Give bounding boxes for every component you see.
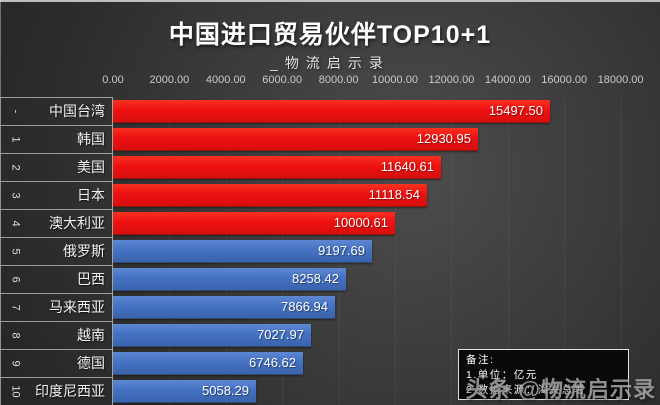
bar: 5058.29	[113, 379, 256, 403]
gridline	[620, 97, 622, 405]
rank-label: -	[10, 109, 22, 114]
country-label: 澳大利亚	[49, 215, 105, 231]
bar: 6746.62	[113, 351, 303, 375]
bar-value-label: 12930.95	[416, 131, 471, 146]
note-line-source: 2.数据来源：海关总署	[466, 384, 586, 397]
bar-value-label: 5058.29	[202, 383, 249, 398]
watermark-handle: @物流启示录	[518, 377, 656, 402]
category-label-cell: 7 马来西亚	[0, 293, 113, 321]
x-axis-tick: 8000.00	[318, 74, 359, 86]
x-axis-tick: 14000.00	[484, 74, 531, 86]
bar: 7027.97	[113, 323, 311, 347]
country-label: 美国	[77, 159, 105, 175]
note-box: 备注: 1.单位：亿元 2.数据来源：海关总署	[458, 349, 629, 400]
bar: 11118.54	[113, 183, 427, 207]
chart-title: 中国进口贸易伙伴TOP10+1	[168, 21, 492, 49]
x-axis-tick: 12000.00	[428, 74, 475, 86]
x-axis: 0.00 2000.00 4000.00 6000.00 8000.00 10000.00…	[0, 74, 660, 90]
bar-value-label: 15497.50	[488, 103, 543, 118]
slide-top-border	[0, 0, 660, 2]
table-row: 3 日本 11118.54	[0, 181, 660, 209]
note-line-unit: 1.单位：亿元	[466, 369, 538, 382]
country-label: 马来西亚	[49, 299, 105, 315]
category-label-cell: 8 越南	[0, 321, 113, 349]
bar-value-label: 6746.62	[249, 355, 296, 370]
table-row: 6 巴西 8258.42	[0, 265, 660, 293]
rank-label: 1	[10, 136, 22, 143]
category-label-cell: 9 德国	[0, 349, 113, 377]
bar-value-label: 10000.61	[333, 215, 388, 230]
category-label-cell: 1 韩国	[0, 125, 113, 153]
watermark-site: 头条	[465, 377, 512, 402]
x-axis-tick: 2000.00	[149, 74, 190, 86]
country-label: 巴西	[77, 271, 105, 287]
rank-label: 2	[10, 164, 22, 171]
category-label-cell: 3 日本	[0, 181, 113, 209]
x-axis-tick: 0.00	[102, 74, 124, 86]
bar: 8258.42	[113, 267, 346, 291]
bar-value-label: 11640.61	[380, 159, 434, 174]
bar: 7866.94	[113, 295, 335, 319]
category-label-cell: - 中国台湾	[0, 97, 113, 125]
chart-subtitle: _物流启示录	[270, 55, 390, 71]
bar-value-label: 11118.54	[368, 187, 420, 202]
category-label-cell: 2 美国	[0, 153, 113, 181]
slide-left-border	[0, 0, 1, 405]
table-row: - 中国台湾 15497.50	[0, 97, 660, 125]
watermark: 头条 @物流启示录	[465, 372, 656, 404]
category-label-cell: 4 澳大利亚	[0, 209, 113, 237]
bar-value-label: 9197.69	[318, 243, 365, 258]
bar-value-label: 8258.42	[292, 271, 339, 286]
table-row: 2 美国 11640.61	[0, 153, 660, 181]
x-axis-tick: 16000.00	[541, 74, 588, 86]
table-row: 8 越南 7027.97	[0, 321, 660, 349]
category-label-cell: 6 巴西	[0, 265, 113, 293]
country-label: 俄罗斯	[63, 243, 105, 259]
rank-label: 9	[10, 360, 22, 367]
rank-label: 10	[10, 385, 22, 398]
country-label: 韩国	[77, 131, 105, 147]
country-label: 中国台湾	[49, 103, 105, 119]
bar-value-label: 7027.97	[257, 327, 304, 342]
table-row: 10 印度尼西亚 5058.29	[0, 377, 660, 405]
bar: 9197.69	[113, 239, 372, 263]
x-axis-tick: 10000.00	[372, 74, 418, 86]
country-label: 印度尼西亚	[35, 383, 105, 399]
table-row: 4 澳大利亚 10000.61	[0, 209, 660, 237]
bar-value-label: 7866.94	[281, 299, 328, 314]
table-row: 5 俄罗斯 9197.69	[0, 237, 660, 265]
gridline	[507, 97, 509, 405]
table-row: 1 韩国 12930.95	[0, 125, 660, 153]
rank-label: 3	[10, 192, 22, 199]
rank-label: 6	[10, 276, 22, 283]
country-label: 日本	[77, 187, 105, 203]
bar: 10000.61	[113, 211, 395, 235]
note-heading: 备注:	[466, 354, 495, 366]
plot-area: - 中国台湾 15497.50 1 韩国 12930.95 2 美国 11640.61 3 日本 11…	[0, 97, 660, 405]
rank-label: 8	[10, 332, 22, 339]
x-axis-tick: 18000.00	[597, 74, 644, 86]
rank-label: 5	[10, 248, 22, 255]
gridline	[451, 97, 453, 405]
gridline	[564, 97, 566, 405]
bar: 11640.61	[113, 155, 441, 179]
rank-label: 7	[10, 304, 22, 311]
category-label-cell: 5 俄罗斯	[0, 237, 113, 265]
x-axis-tick: 4000.00	[205, 74, 246, 86]
bar-rows: - 中国台湾 15497.50 1 韩国 12930.95 2 美国 11640.61 3 日本 11…	[0, 97, 660, 405]
country-label: 越南	[77, 327, 105, 343]
gridline	[395, 97, 396, 405]
x-axis-tick: 6000.00	[262, 74, 303, 86]
table-row: 9 德国 6746.62	[0, 349, 660, 377]
bar: 12930.95	[113, 127, 478, 151]
rank-label: 4	[10, 220, 22, 227]
table-row: 7 马来西亚 7866.94	[0, 293, 660, 321]
category-label-cell: 10 印度尼西亚	[0, 377, 113, 405]
bar: 15497.50	[113, 99, 550, 123]
country-label: 德国	[77, 355, 105, 371]
